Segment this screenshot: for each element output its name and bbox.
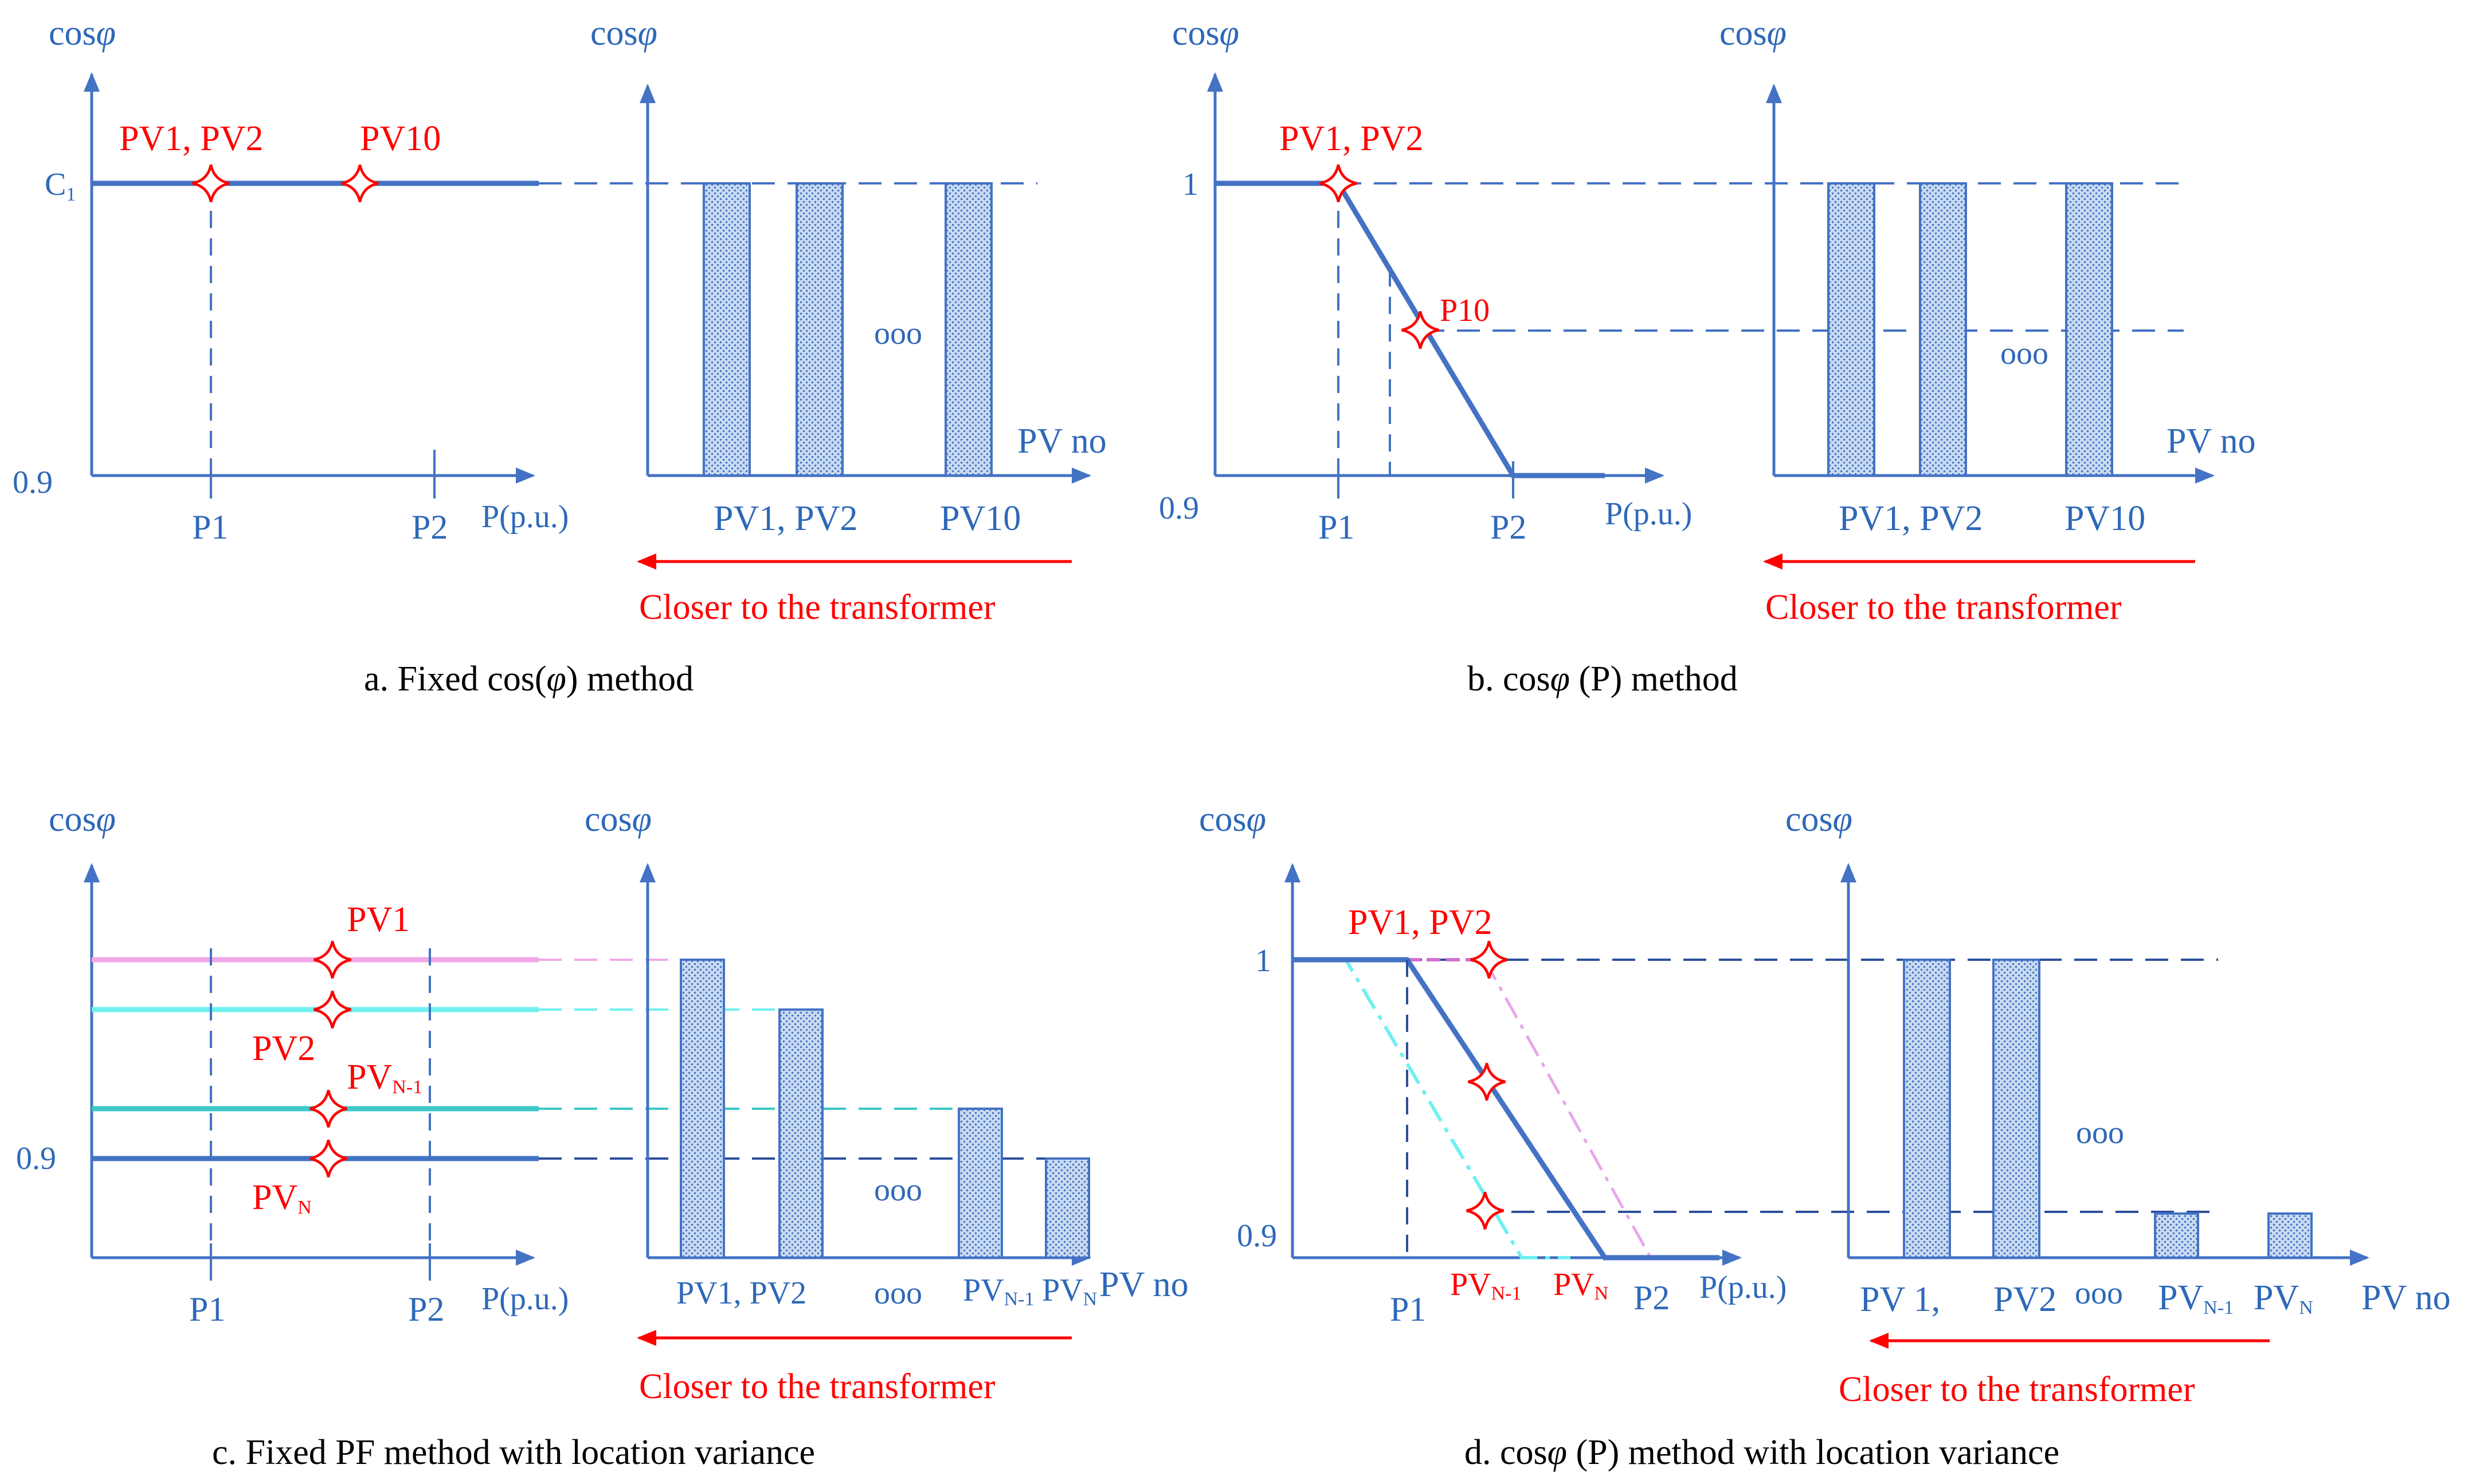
a-marker-pv1-pv2: [193, 165, 230, 202]
b-y-value-1: 1: [1182, 167, 1198, 202]
d-curve-pink: [1483, 959, 1652, 1259]
d-caption: d. cosφ (P) method with location varianc…: [1464, 1433, 2059, 1472]
d-bar-1: [1903, 959, 1951, 1259]
a-marker-label-pv10: PV10: [360, 119, 441, 158]
d-y-min-label: 0.9: [1237, 1218, 1277, 1254]
c-marker-label-pv1: PV1: [347, 900, 410, 939]
a-x-axis-label-bars: PV no: [1017, 422, 1107, 461]
b-bar-1: [1827, 182, 1875, 477]
b-bar-label-pv10: PV10: [2064, 499, 2145, 538]
c-y-min-label: 0.9: [16, 1141, 56, 1176]
a-marker-pv10: [342, 165, 379, 202]
panel-c: cosφ 0.9 P1 P2 P(p.u.) PV1 PV2 PVN-1 PVN…: [16, 800, 1189, 1472]
panel-b: cosφ 1 0.9 P1 P2 P(p.u.) PV1, PV2 P10 co…: [1159, 14, 2256, 698]
d-x-axis-label-bars: PV no: [2361, 1278, 2451, 1317]
b-left-y-label: cosφ: [1172, 14, 1239, 53]
d-right-y-label: cosφ: [1785, 800, 1852, 839]
a-left-y-label: cosφ: [49, 14, 116, 53]
a-marker-label-pv1-pv2: PV1, PV2: [119, 119, 264, 158]
c-ellipsis-axis: ooo: [874, 1275, 922, 1311]
d-marker-top: [1471, 941, 1508, 979]
b-marker-label-p10: P10: [1440, 293, 1490, 328]
c-bar-1: [680, 959, 725, 1259]
d-x-axis-label: P(p.u.): [1699, 1270, 1787, 1305]
a-transformer-caption: Closer to the transformer: [639, 588, 996, 627]
d-tick-p1: P1: [1390, 1290, 1426, 1328]
c-bar-n1: [958, 1108, 1003, 1259]
c-bar-n: [1045, 1157, 1090, 1259]
d-curve-label-pvn: PVN: [1553, 1267, 1608, 1304]
d-marker-low: [1467, 1192, 1504, 1230]
c-bar-label-pvn1: PVN-1: [963, 1273, 1034, 1310]
b-bar-label-pv1-pv2: PV1, PV2: [1839, 499, 1983, 538]
a-right-y-label: cosφ: [590, 14, 657, 53]
d-curve-label-pvn1: PVN-1: [1450, 1267, 1521, 1304]
panel-d: cosφ 1 0.9 P1 P2 P(p.u.) PV1, PV2 PVN-1 …: [1199, 800, 2451, 1472]
panel-a: cosφ C1 0.9 P1 P2 P(p.u.) PV1, PV2 PV10 …: [13, 14, 1107, 698]
c-marker-label-pv2: PV2: [252, 1029, 315, 1068]
b-right-y-label: cosφ: [1719, 14, 1787, 53]
c-ellipsis-mid: ooo: [874, 1172, 922, 1208]
a-bar-2: [796, 182, 844, 477]
b-x-axis-label: P(p.u.): [1605, 496, 1692, 532]
b-marker-pv1-pv2: [1320, 165, 1357, 202]
a-tick-p1: P1: [192, 508, 228, 546]
d-marker-label-pv1-pv2: PV1, PV2: [1348, 903, 1492, 942]
c-marker-label-pvn: PVN: [252, 1178, 312, 1218]
d-bar-label-pvn: PVN: [2254, 1278, 2313, 1318]
c-bar-2: [778, 1008, 824, 1259]
c-marker-label-pvn1: PVN-1: [347, 1058, 422, 1098]
d-curve-cyan: [1292, 958, 1570, 1259]
c-x-axis-label: P(p.u.): [481, 1281, 569, 1317]
d-transformer-caption: Closer to the transformer: [1839, 1370, 2195, 1409]
a-y-value-c1: C1: [45, 167, 76, 205]
c-right-y-label: cosφ: [585, 800, 652, 839]
a-bar-10: [945, 182, 993, 477]
d-bar-label-pv2: PV2: [1993, 1280, 2056, 1319]
b-x-axis-label-bars: PV no: [2167, 422, 2256, 461]
c-tick-p1: P1: [189, 1290, 225, 1328]
b-y-min-label: 0.9: [1159, 490, 1199, 526]
d-bar-2: [1992, 959, 2040, 1259]
a-y-min-label: 0.9: [13, 465, 53, 500]
a-bar-label-pv10: PV10: [940, 499, 1021, 538]
c-tick-p2: P2: [408, 1290, 444, 1328]
c-marker-pvn: [310, 1140, 347, 1177]
c-left-y-label: cosφ: [49, 800, 116, 839]
d-left-y-label: cosφ: [1199, 800, 1266, 839]
b-caption: b. cosφ (P) method: [1467, 659, 1738, 698]
d-curve-main: [1292, 957, 1719, 1261]
d-ellipsis-axis: ooo: [2075, 1275, 2123, 1311]
d-bar-label-pvn1: PVN-1: [2158, 1278, 2234, 1318]
c-bar-label-pv1-pv2: PV1, PV2: [676, 1275, 806, 1311]
a-caption: a. Fixed cos(φ) method: [364, 659, 694, 698]
c-caption: c. Fixed PF method with location varianc…: [212, 1433, 815, 1472]
b-tick-p1: P1: [1318, 508, 1354, 546]
b-marker-label-pv1-pv2: PV1, PV2: [1279, 119, 1424, 158]
a-ellipsis: ooo: [874, 316, 922, 351]
c-bar-label-pvn: PVN: [1042, 1273, 1097, 1310]
d-ellipsis-mid: ooo: [2076, 1115, 2124, 1151]
b-tick-p2: P2: [1490, 508, 1526, 546]
c-transformer-caption: Closer to the transformer: [639, 1367, 996, 1406]
c-x-axis-label-bars: PV no: [1099, 1265, 1189, 1304]
d-bar-label-pv1: PV 1,: [1860, 1280, 1940, 1319]
c-marker-pvn1: [310, 1090, 347, 1128]
a-bar-1: [703, 182, 751, 477]
d-bar-n: [2267, 1212, 2313, 1259]
b-ellipsis: ooo: [2000, 336, 2048, 371]
c-marker-pv1: [314, 941, 351, 979]
b-bar-2: [1919, 182, 1967, 477]
b-bar-10: [2065, 182, 2113, 477]
d-y-value-1: 1: [1255, 943, 1271, 979]
a-tick-p2: P2: [412, 508, 448, 546]
b-transformer-caption: Closer to the transformer: [1765, 588, 2122, 627]
c-marker-pv2: [314, 991, 351, 1028]
a-bar-label-pv1-pv2: PV1, PV2: [714, 499, 858, 538]
d-bar-n1: [2154, 1212, 2199, 1259]
a-x-axis-label: P(p.u.): [481, 499, 569, 535]
d-tick-p2: P2: [1633, 1279, 1670, 1317]
